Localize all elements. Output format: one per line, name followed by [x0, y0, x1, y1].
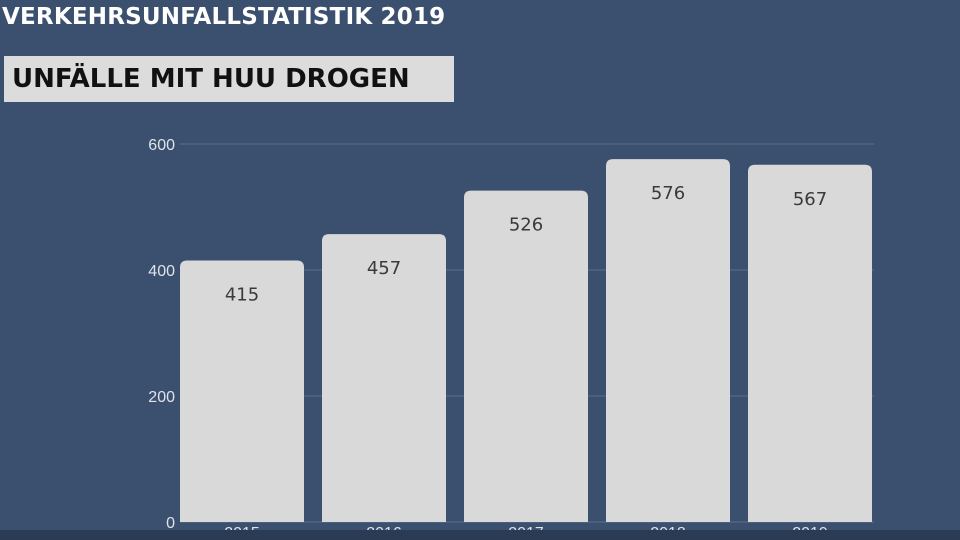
data-label: 415 [225, 285, 259, 306]
bars [180, 159, 872, 523]
bar [180, 260, 304, 522]
page-title: VERKEHRSUNFALLSTATISTIK 2019 [2, 4, 446, 30]
data-label: 457 [367, 258, 401, 279]
y-tick-label: 200 [148, 389, 175, 406]
bar [464, 190, 588, 522]
data-label: 526 [509, 215, 543, 236]
y-axis-ticks: 0 200 400 600 [148, 137, 175, 532]
data-label: 576 [651, 183, 685, 204]
y-tick-label: 0 [166, 515, 175, 532]
y-tick-label: 400 [148, 263, 175, 280]
data-label: 567 [793, 189, 827, 210]
bar [748, 164, 872, 523]
bottom-band [0, 530, 960, 540]
chart-subtitle: UNFÄLLE MIT HUU DROGEN [12, 64, 410, 94]
bar [322, 234, 446, 522]
y-tick-label: 600 [148, 137, 175, 154]
subtitle-box: UNFÄLLE MIT HUU DROGEN [4, 56, 454, 102]
data-labels: 415 457 526 576 567 [225, 183, 827, 305]
bar [606, 159, 730, 522]
